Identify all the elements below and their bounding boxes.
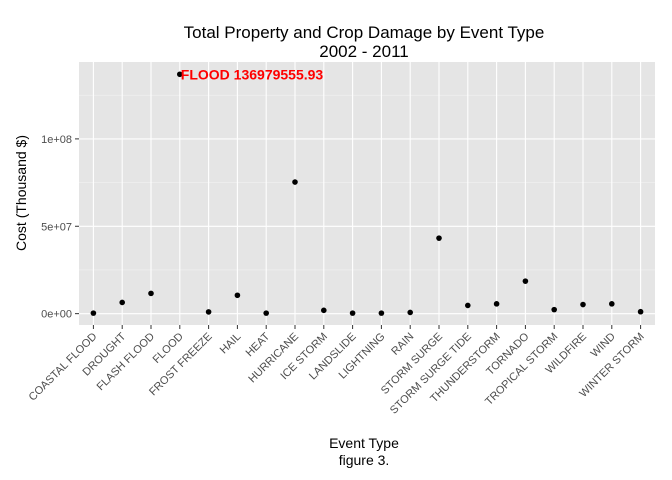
data-point [234, 292, 241, 299]
chart-title-line1: Total Property and Crop Damage by Event … [184, 23, 545, 42]
data-points [90, 71, 644, 316]
data-point [580, 301, 586, 308]
x-tick-label: HAIL [218, 331, 244, 357]
y-axis-ticks: 0e+00 5e+07 1e+08 [41, 134, 79, 321]
data-point [349, 310, 356, 316]
x-axis-title: Event Type [329, 435, 399, 451]
data-point [465, 302, 471, 309]
data-point [205, 309, 212, 315]
data-point [321, 307, 327, 314]
y-tick-label: 5e+07 [41, 221, 72, 233]
gridlines [79, 62, 655, 325]
data-point [292, 179, 298, 185]
data-point [263, 310, 270, 316]
y-tick-label: 1e+08 [41, 134, 72, 146]
y-tick-label: 0e+00 [41, 309, 72, 321]
data-point [378, 310, 385, 316]
data-point [493, 301, 500, 307]
data-point [522, 278, 529, 284]
data-point [148, 290, 154, 297]
data-point [90, 310, 97, 316]
data-point [177, 71, 183, 78]
data-point [551, 306, 557, 313]
y-axis-title: Cost (Thousand $) [13, 135, 29, 251]
data-point [407, 309, 414, 316]
plot-panel [79, 62, 655, 325]
figure-caption: figure 3. [339, 452, 390, 468]
flood-annotation-label: FLOOD 136979555.93 [181, 66, 324, 82]
data-point [436, 235, 442, 241]
data-point [637, 308, 644, 315]
data-point [609, 301, 615, 307]
data-point [119, 299, 125, 306]
chart-title-line2: 2002 - 2011 [319, 42, 408, 61]
